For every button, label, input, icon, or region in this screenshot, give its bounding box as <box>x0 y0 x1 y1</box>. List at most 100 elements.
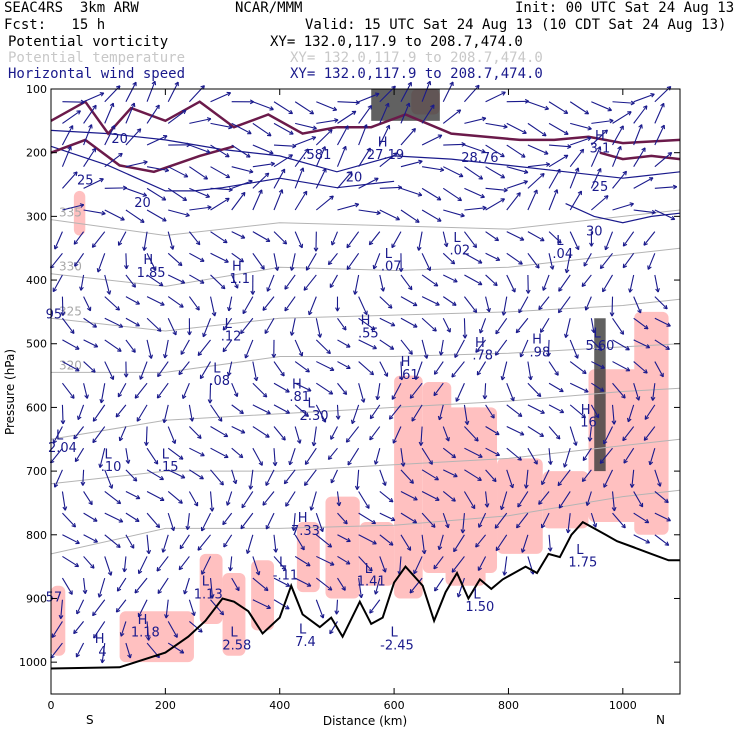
wind-arrow-head <box>134 590 139 594</box>
wind-arrow-head <box>76 611 81 615</box>
wind-arrow-head <box>481 193 485 198</box>
wind-arrow <box>457 577 465 598</box>
high-pv-band <box>594 318 606 472</box>
wind-arrow-head <box>116 609 121 613</box>
wind-arrow <box>485 296 490 313</box>
wind-arrow-head <box>394 152 398 157</box>
extremum-label: L <box>225 317 233 332</box>
wind-arrow-head <box>342 327 347 331</box>
wind-arrow <box>392 426 402 444</box>
wind-arrow-head <box>281 438 286 441</box>
wind-arrow-head <box>122 185 127 189</box>
wind-arrow-head <box>163 217 167 222</box>
wind-arrow-head <box>241 505 246 509</box>
extremum-label: H <box>232 260 242 275</box>
wind-arrow-head <box>272 462 276 467</box>
wind-arrow-head <box>225 453 229 458</box>
extremum-label: 30 <box>586 224 603 239</box>
wind-arrow-head <box>603 484 608 488</box>
wind-arrow-head <box>178 565 181 570</box>
wind-arrow-head <box>451 570 457 573</box>
wind-arrow <box>463 296 478 313</box>
wind-arrow <box>83 317 97 328</box>
wind-arrow <box>591 195 609 211</box>
wind-arrow <box>506 252 523 265</box>
wind-arrow <box>654 296 668 310</box>
wind-arrow <box>146 104 160 124</box>
wind-arrow <box>337 110 357 124</box>
wind-arrow <box>643 231 656 246</box>
wind-arrow-head <box>99 398 102 404</box>
wind-arrow-head <box>611 507 615 512</box>
wind-arrow <box>125 102 135 124</box>
wind-arrow-head <box>617 145 622 150</box>
wind-arrow-head <box>139 128 142 133</box>
wind-arrow-head <box>338 501 342 507</box>
wind-arrow-head <box>344 125 349 129</box>
extremum-label: H <box>138 613 148 628</box>
pv-shade-patch <box>394 375 423 599</box>
wind-arrow <box>252 556 260 576</box>
wind-arrow <box>104 209 125 221</box>
wind-arrow-head <box>650 396 654 401</box>
wind-arrow <box>252 404 271 415</box>
wind-arrow <box>202 318 212 337</box>
wind-arrow <box>167 491 183 504</box>
wind-arrow-head <box>200 376 205 380</box>
wind-arrow <box>443 209 465 217</box>
wind-arrow <box>163 404 169 423</box>
pv-shade-patch <box>325 496 360 599</box>
wind-arrow <box>346 252 360 270</box>
wind-arrow-head <box>611 420 615 425</box>
wind-arrow-head <box>182 279 186 284</box>
wind-arrow-head <box>62 506 66 511</box>
wind-arrow-head <box>222 610 225 615</box>
wind-arrow-head <box>296 440 301 444</box>
wind-arrow-head <box>429 81 432 86</box>
wind-arrow-head <box>651 212 656 215</box>
wind-arrow-head <box>635 397 640 401</box>
wind-arrow-head <box>354 485 358 490</box>
extremum-label: 2.04 <box>48 441 77 456</box>
wind-arrow-head <box>274 267 278 271</box>
wind-arrow <box>443 274 458 283</box>
wind-arrow-head <box>407 81 412 85</box>
wind-arrow-head <box>390 497 394 503</box>
wind-arrow-head <box>527 289 531 294</box>
wind-arrow-head <box>98 463 101 468</box>
wind-arrow-head <box>482 205 487 209</box>
wind-arrow-head <box>479 330 484 334</box>
wind-arrow-head <box>181 303 184 308</box>
wind-arrow-head <box>222 349 228 353</box>
wind-arrow-head <box>538 307 543 311</box>
wind-arrow <box>115 404 127 418</box>
wind-arrow <box>358 209 381 214</box>
wind-arrow <box>464 207 487 211</box>
wind-arrow-head <box>619 125 624 129</box>
wind-arrow-head <box>479 329 481 334</box>
wind-arrow-head <box>184 590 188 595</box>
wind-arrow <box>134 577 148 594</box>
wind-arrow-head <box>496 236 500 241</box>
wind-arrow-head <box>321 146 326 150</box>
wind-arrow-head <box>565 154 569 160</box>
wind-arrow <box>569 167 579 189</box>
wind-arrow-head <box>460 215 465 218</box>
wind-arrow <box>139 361 148 380</box>
wind-arrow <box>293 513 296 531</box>
wind-arrow-head <box>207 399 211 404</box>
wind-arrow <box>358 317 376 331</box>
wind-arrow-head <box>119 632 122 637</box>
wind-arrow <box>589 426 592 442</box>
wind-arrow <box>548 231 562 244</box>
wind-arrow-head <box>418 159 423 162</box>
wind-arrow-head <box>226 502 231 506</box>
wind-arrow <box>146 135 168 146</box>
wind-arrow-head <box>73 629 75 634</box>
wind-arrow <box>527 382 542 397</box>
wind-arrow-head <box>207 205 212 208</box>
wind-arrow <box>210 426 228 438</box>
wind-arrow-head <box>495 526 500 529</box>
wind-arrow-head <box>226 198 230 203</box>
wind-arrow <box>612 101 635 104</box>
